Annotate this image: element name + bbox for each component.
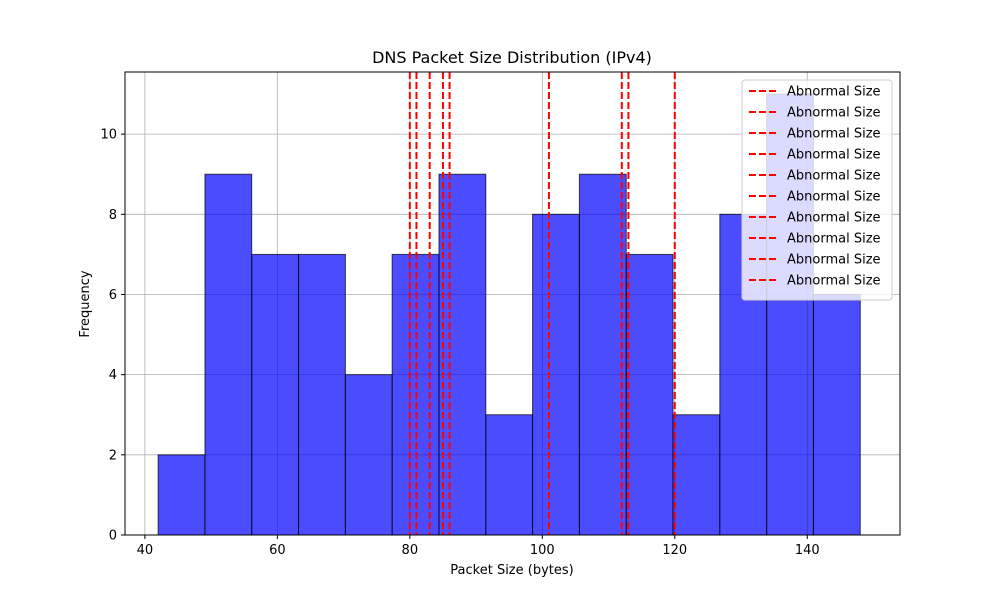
legend-entry-label: Abnormal Size — [787, 274, 881, 289]
histogram-bar — [812, 293, 861, 536]
y-tick-label: 4 — [109, 368, 117, 383]
legend-entry-label: Abnormal Size — [787, 85, 881, 100]
x-tick-label: 40 — [137, 543, 154, 558]
legend-box — [741, 79, 893, 301]
x-tick-label: 60 — [269, 543, 286, 558]
axes-layer — [124, 71, 901, 536]
x-tick-label: 120 — [662, 543, 687, 558]
y-tick-label: 0 — [109, 529, 117, 544]
legend-entry-label: Abnormal Size — [787, 106, 881, 121]
histogram-bar — [344, 374, 393, 536]
y-axis-label: Frequency — [78, 270, 93, 337]
legend-entry-label: Abnormal Size — [787, 253, 881, 268]
x-tick-label: 80 — [402, 543, 419, 558]
histogram-bar — [672, 414, 721, 536]
histogram-bar — [298, 253, 346, 536]
histogram-bar — [532, 213, 580, 536]
histogram-bar — [204, 173, 253, 536]
histogram-bar — [485, 414, 534, 536]
ticks-layer: 40 60 80 100 120 140 0 2 4 6 8 10 — [100, 128, 819, 558]
y-tick-label: 8 — [109, 208, 117, 223]
histogram-bar — [625, 253, 674, 536]
legend-entry-label: Abnormal Size — [787, 169, 881, 184]
legend-entry-label: Abnormal Size — [787, 190, 881, 205]
legend-entry-label: Abnormal Size — [787, 148, 881, 163]
legend-entry-label: Abnormal Size — [787, 127, 881, 142]
histogram-bar — [157, 454, 206, 536]
x-tick-label: 100 — [530, 543, 555, 558]
chart-title: DNS Packet Size Distribution (IPv4) — [372, 48, 652, 67]
legend-entry-label: Abnormal Size — [787, 211, 881, 226]
y-tick-label: 6 — [109, 288, 117, 303]
histogram-bar — [438, 173, 487, 536]
legend-entry-label: Abnormal Size — [787, 232, 881, 247]
y-tick-label: 10 — [100, 128, 117, 143]
bars-layer — [157, 93, 861, 536]
abnormal-lines-layer — [408, 72, 676, 535]
plot-frame — [124, 71, 901, 536]
histogram-bar — [251, 253, 300, 536]
legend: Abnormal Size Abnormal Size Abnormal Size A… — [741, 79, 893, 301]
x-axis-label: Packet Size (bytes) — [450, 563, 573, 578]
x-tick-label: 140 — [795, 543, 820, 558]
y-tick-label: 2 — [109, 448, 117, 463]
histogram-bar — [578, 173, 627, 536]
